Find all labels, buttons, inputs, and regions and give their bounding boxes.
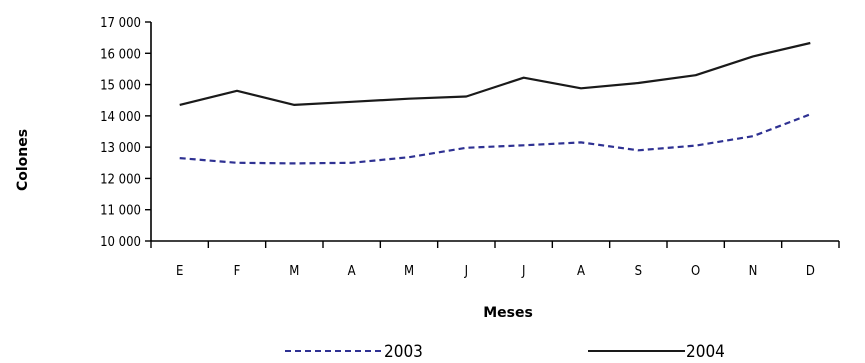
x-tick-label: A <box>348 264 356 279</box>
x-tick-label: M <box>404 264 414 279</box>
series-line-2003 <box>179 113 811 165</box>
legend-label-2004: 2004 <box>686 342 725 362</box>
x-tick-label: O <box>691 264 700 279</box>
y-tick-label: 14 000 <box>100 110 141 125</box>
y-tick-label: 11 000 <box>100 204 141 219</box>
x-tick-label: D <box>806 264 815 279</box>
x-tick-label: M <box>289 264 299 279</box>
y-axis: 10 000 11 000 12 000 13 000 14 000 15 000 16 0… <box>100 16 152 250</box>
y-tick-label: 16 000 <box>100 47 141 62</box>
legend: 2003 2004 <box>285 342 725 362</box>
series-layer <box>179 41 811 165</box>
y-tick-label: 15 000 <box>100 79 141 94</box>
y-tick-label: 17 000 <box>100 16 141 31</box>
legend-label-2003: 2003 <box>384 342 423 362</box>
x-tick-label: J <box>464 264 468 279</box>
y-tick-label: 12 000 <box>100 172 141 187</box>
y-tick-label: 10 000 <box>100 235 141 250</box>
x-tick-label: S <box>635 264 642 279</box>
y-tick-label: 13 000 <box>100 141 141 156</box>
x-tick-label: A <box>577 264 585 279</box>
series-line-2004 <box>179 41 811 107</box>
x-axis-title: Meses <box>483 305 533 321</box>
x-tick-label: N <box>749 264 758 279</box>
x-tick-label: E <box>176 264 183 279</box>
x-tick-label: F <box>234 264 241 279</box>
y-axis-title: Colones <box>15 129 31 191</box>
x-tick-label: J <box>521 264 525 279</box>
